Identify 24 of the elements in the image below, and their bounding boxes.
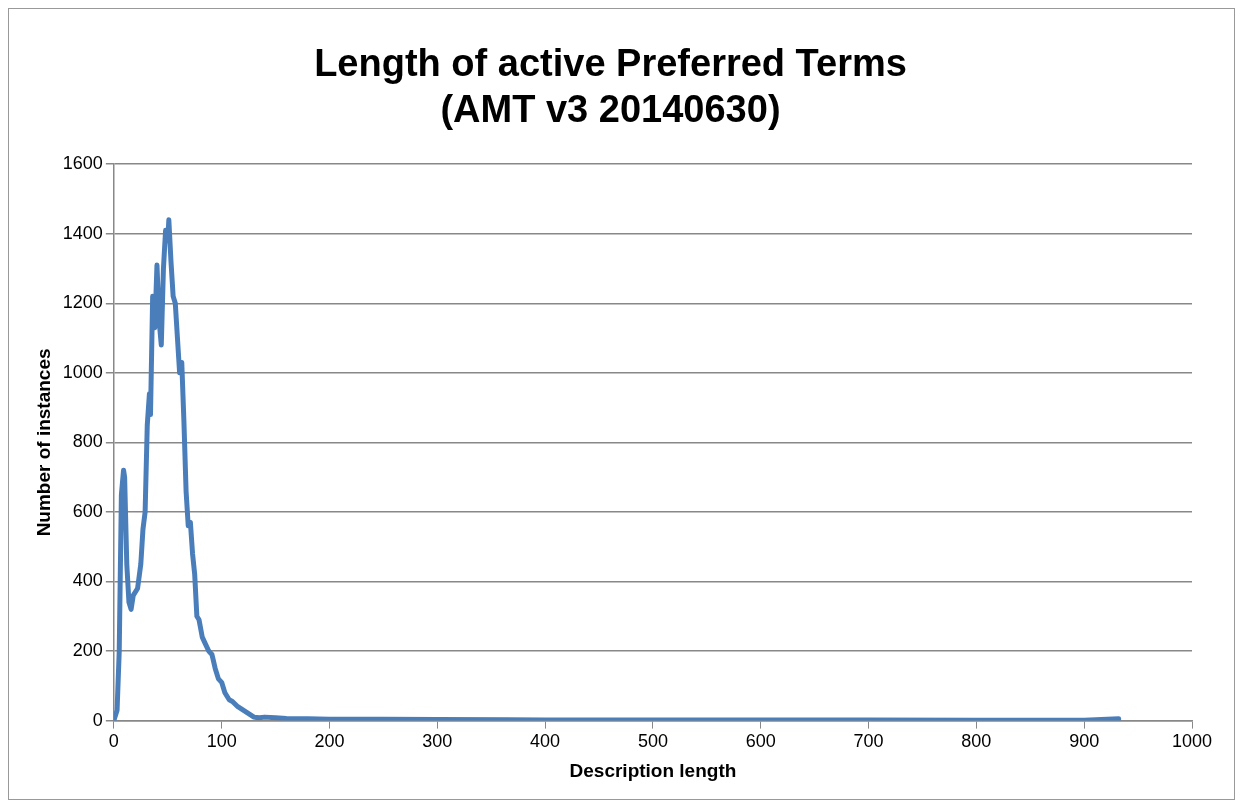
x-tick-label: 400 bbox=[530, 731, 561, 752]
x-tick-label: 300 bbox=[422, 731, 453, 752]
x-tick-label: 0 bbox=[108, 731, 119, 752]
x-tick-label: 900 bbox=[1069, 731, 1100, 752]
x-tick-label: 1000 bbox=[1171, 731, 1213, 752]
y-tick-label: 1400 bbox=[62, 222, 103, 243]
x-tick-label: 800 bbox=[961, 731, 992, 752]
y-tick-label: 200 bbox=[72, 640, 103, 661]
x-tick-label: 700 bbox=[853, 731, 884, 752]
x-tick-label: 500 bbox=[637, 731, 668, 752]
y-tick-label: 600 bbox=[72, 500, 103, 521]
x-tick-label: 200 bbox=[314, 731, 345, 752]
x-axis-title: Description length bbox=[569, 759, 737, 781]
y-tick-label: 400 bbox=[72, 570, 103, 591]
text: Length of active Preferred Terms bbox=[314, 42, 907, 85]
y-tick-label: 1600 bbox=[62, 153, 103, 174]
x-tick-label: 100 bbox=[206, 731, 237, 752]
y-tick-label: 800 bbox=[72, 431, 103, 452]
y-axis-title: Number of instances bbox=[32, 348, 54, 537]
x-tick-label: 600 bbox=[745, 731, 776, 752]
y-tick-label: 1000 bbox=[62, 361, 103, 382]
text: (AMT v3 20140630) bbox=[440, 87, 781, 130]
y-tick-label: 0 bbox=[92, 709, 103, 730]
y-tick-label: 1200 bbox=[62, 292, 103, 313]
